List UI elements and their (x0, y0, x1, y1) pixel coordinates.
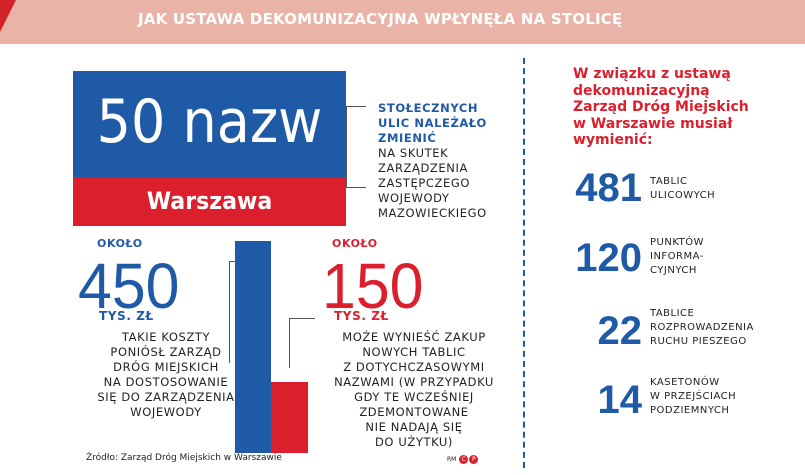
header-bar: JAK USTAWA DEKOMUNIZACYJNA WPŁYNĘŁA NA S… (0, 0, 805, 44)
intro-line: Zarząd Dróg Miejskich (573, 99, 749, 115)
sign-desc-line: ZARZĄDZENIA (378, 161, 468, 175)
street-sign-bottom: Warszawa (73, 177, 346, 226)
left-description: TAKIE KOSZTY PONIÓSŁ ZARZĄD DRÓG MIEJSKI… (96, 330, 236, 420)
right-desc-line: GDY TE WCZEŚNIEJ (354, 390, 474, 404)
stat-label-line: PUNKTÓW (650, 237, 704, 248)
left-desc-line: NA DOSTOSOWANIE (103, 375, 229, 389)
right-desc-line: MOŻE WYNIEŚĆ ZAKUP (342, 330, 486, 344)
right-desc-line: Z DOTYCHCZASOWYMI (343, 360, 485, 374)
left-desc-line: SIĘ DO ZARZĄDZENIA (97, 390, 235, 404)
right-prefix: OKOŁO (332, 237, 378, 250)
left-desc-line: PONIÓSŁ ZARZĄD (110, 345, 222, 359)
stat-label-line: INFORMA- (650, 251, 704, 262)
sign-connector-line (346, 106, 366, 188)
intro-line: dekomunizacyjną (573, 82, 710, 99)
sign-desc-line: NA SKUTEK (378, 146, 449, 160)
source-note: Źródło: Zarząd Dróg Miejskich w Warszawi… (86, 453, 282, 463)
bar-connector-line (229, 261, 237, 363)
right-unit: TYS. ZŁ (334, 309, 389, 323)
right-desc-line: NAZWAMI (W PRZYPADKU (334, 375, 494, 389)
street-sign-top: 50 nazw (73, 71, 346, 177)
section-divider (523, 58, 525, 468)
left-desc-line: DRÓG MIEJSKICH (113, 360, 219, 374)
stat-value: 14 (597, 378, 643, 422)
right-desc-line: ZDEMONTOWANE (359, 405, 469, 419)
left-desc-line: WOJEWODY (130, 405, 202, 419)
sign-desc-line: STOŁECZNYCH (378, 101, 479, 115)
stat-label-line: RUCHU PIESZEGO (650, 336, 747, 347)
stat-value: 22 (597, 309, 643, 353)
stat-label-line: PODZIEMNYCH (650, 405, 730, 416)
bar-connector-line (289, 318, 315, 368)
cost-bar-450 (235, 241, 271, 453)
street-sign-city: Warszawa (146, 187, 273, 215)
stat-value: 481 (575, 166, 642, 210)
stat-label-line: ULICOWYCH (650, 190, 716, 201)
page-title: JAK USTAWA DEKOMUNIZACYJNA WPŁYNĘŁA NA S… (138, 10, 623, 28)
stat-label-line: ROZPROWADZENIA (650, 322, 754, 333)
stat-label-line: KASETONÓW (650, 377, 720, 388)
sign-desc-line: ULIC NALEŻAŁO (378, 116, 487, 130)
right-description: MOŻE WYNIEŚĆ ZAKUP NOWYCH TABLIC Z DOTYC… (334, 330, 494, 450)
street-sign: 50 nazw Warszawa (73, 71, 346, 226)
cost-bar-150 (271, 382, 308, 453)
sign-desc-line: MAZOWIECKIEGO (378, 206, 487, 220)
stat-label-line: TABLIC (650, 176, 688, 187)
left-value: 450 (78, 250, 180, 322)
left-prefix: OKOŁO (97, 237, 143, 250)
intro-text: W związku z ustawą dekomunizacyjną Zarzą… (573, 66, 798, 149)
stat-value: 120 (575, 236, 642, 280)
stat-label: PUNKTÓW INFORMA- CYJNYCH (650, 236, 704, 278)
header-corner-accent (0, 0, 16, 32)
publisher-mark-icon: P (469, 455, 479, 464)
stat-label: TABLICE ROZPROWADZENIA RUCHU PIESZEGO (650, 307, 754, 349)
credits-initials: RM (447, 456, 457, 463)
right-desc-line: DO UŻYTKU) (374, 435, 454, 449)
sign-desc-line: WOJEWODY (378, 191, 450, 205)
right-desc-line: NIE NADAJĄ SIĘ (365, 420, 463, 434)
right-desc-line: NOWYCH TABLIC (362, 345, 466, 359)
left-desc-line: TAKIE KOSZTY (121, 330, 211, 344)
intro-line: w Warszawie musiał (573, 115, 733, 132)
stat-label-line: W PRZEJŚCIACH (650, 391, 737, 402)
stat-label: KASETONÓW W PRZEJŚCIACH PODZIEMNYCH (650, 376, 736, 418)
sign-description: STOŁECZNYCH ULIC NALEŻAŁO ZMIENIĆ NA SKU… (378, 101, 518, 221)
street-sign-count: 50 nazw (96, 87, 323, 157)
sign-desc-line: ZASTĘPCZEGO (378, 176, 471, 190)
right-value: 150 (322, 250, 424, 322)
left-unit: TYS. ZŁ (99, 309, 154, 323)
stat-label-line: TABLICE (650, 308, 695, 319)
copyright-mark-icon: C (459, 455, 469, 464)
sign-desc-line: ZMIENIĆ (378, 131, 437, 145)
stat-label-line: CYJNYCH (650, 265, 697, 276)
stat-label: TABLIC ULICOWYCH (650, 175, 715, 203)
intro-line: W związku z ustawą (573, 66, 731, 82)
intro-line: wymienić: (573, 132, 653, 148)
